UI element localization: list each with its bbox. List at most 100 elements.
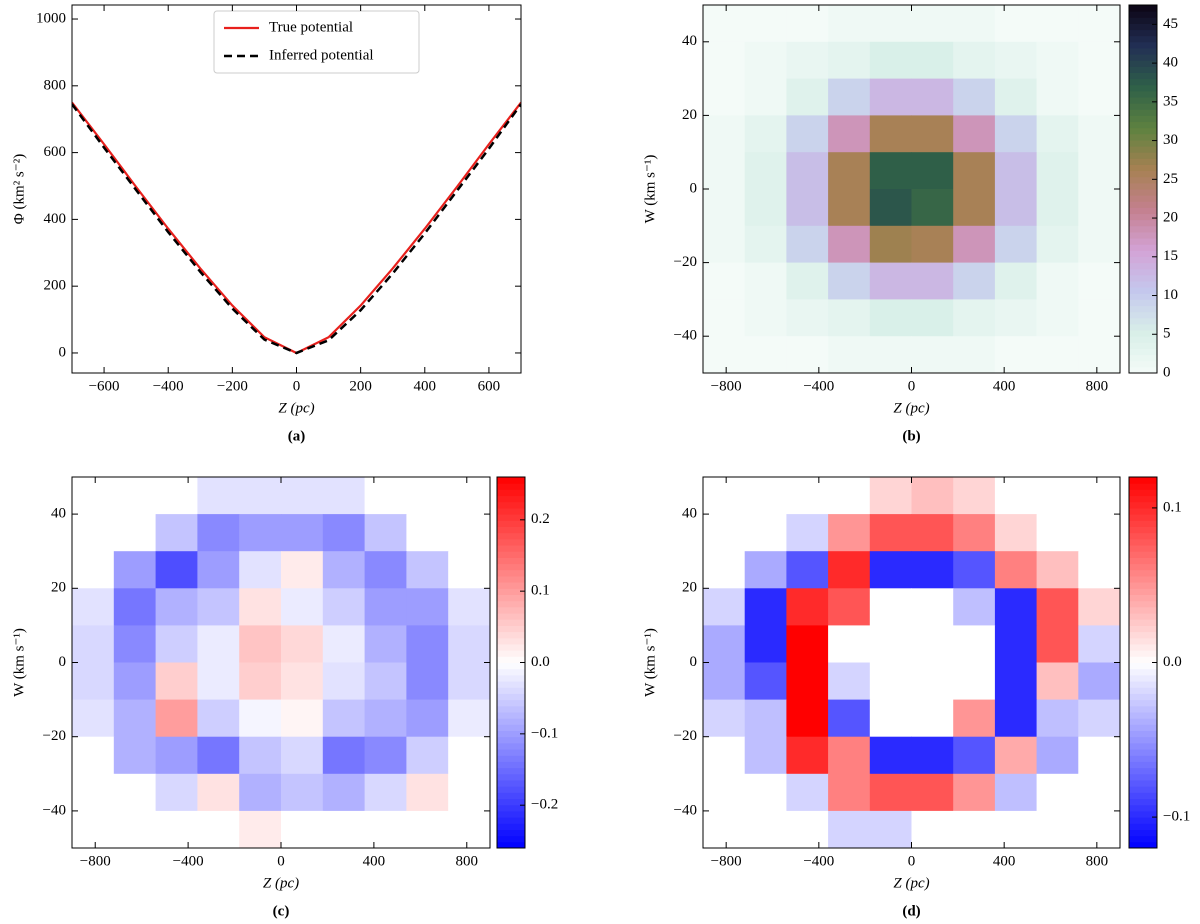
colorbar-step xyxy=(497,557,525,565)
heat-cell xyxy=(911,588,954,626)
heat-cell xyxy=(744,5,787,43)
panel: True potential Inferred potential −600 −400… xyxy=(11,4,522,444)
colorbar-step xyxy=(1129,575,1157,583)
heat-cell xyxy=(155,551,198,589)
colorbar-step xyxy=(1129,299,1157,307)
heat-cell xyxy=(155,514,198,552)
heat-cell xyxy=(1078,262,1120,300)
heat-cell xyxy=(994,810,1038,848)
colorbar-step xyxy=(1129,139,1157,147)
heat-cell xyxy=(703,551,746,589)
heat-cell xyxy=(911,736,954,775)
heat-cell xyxy=(1036,225,1079,264)
heat-cell xyxy=(239,551,282,589)
heat-cell xyxy=(1036,78,1079,116)
colorbar-step xyxy=(1129,336,1157,343)
heat-cell xyxy=(364,662,407,701)
heat-cell xyxy=(744,152,787,190)
colorbar-step xyxy=(497,810,525,818)
heat-cell xyxy=(1036,551,1079,589)
x-tick-label: 400 xyxy=(993,853,1016,869)
colorbar-step xyxy=(1129,287,1157,294)
colorbar-step xyxy=(1129,779,1157,787)
heat-cell xyxy=(1036,152,1079,190)
colorbar-step xyxy=(1129,60,1157,67)
x-tick-label: −600 xyxy=(89,378,120,394)
heat-cell xyxy=(1036,699,1079,738)
heat-cell xyxy=(72,588,115,626)
heat-cell xyxy=(281,588,324,626)
colorbar-step xyxy=(1129,724,1157,732)
y-tick-label: −20 xyxy=(674,254,697,270)
panel-label: (d) xyxy=(902,903,920,919)
colorbar-step xyxy=(497,786,525,793)
colorbar-step xyxy=(1129,742,1157,750)
x-tick-label: 400 xyxy=(414,378,437,394)
heat-cell xyxy=(994,262,1038,300)
colorbar-step xyxy=(497,761,525,769)
heat-cell xyxy=(406,662,449,701)
heat-cell xyxy=(406,810,449,848)
colorbar-step xyxy=(497,823,525,830)
x-tick-label: −800 xyxy=(80,853,111,869)
heat-cell xyxy=(1078,514,1120,552)
colorbar-step xyxy=(1129,305,1157,313)
colorbar-step xyxy=(1129,11,1157,18)
heat-cell xyxy=(239,810,282,848)
colorbar-step xyxy=(1129,526,1157,534)
colorbar-step xyxy=(497,643,525,651)
heat-cell xyxy=(1036,773,1079,812)
heat-cell xyxy=(155,736,198,775)
heat-cell xyxy=(828,588,871,626)
heat-cell xyxy=(703,699,746,738)
y-tick-label: 40 xyxy=(682,33,697,49)
heat-cell xyxy=(1036,5,1079,43)
colorbar-step xyxy=(1129,501,1157,509)
legend-label: True potential xyxy=(269,19,353,35)
heat-cell xyxy=(703,5,746,43)
colorbar-step xyxy=(497,477,525,484)
heat-cell xyxy=(197,773,240,812)
y-axis-label: W (km s⁻¹) xyxy=(11,628,27,697)
heat-cell xyxy=(448,699,490,738)
x-tick-label: −800 xyxy=(711,378,742,394)
heat-cell xyxy=(322,773,366,812)
x-axis-label: Z (pc) xyxy=(278,400,314,416)
x-tick-label: 0 xyxy=(908,378,916,394)
heat-cell xyxy=(113,810,157,848)
colorbar-step xyxy=(497,755,525,762)
heat-cell xyxy=(239,514,282,552)
colorbar-step xyxy=(497,668,525,676)
colorbar-tick-label: 35 xyxy=(1163,93,1178,109)
colorbar-step xyxy=(1129,5,1157,12)
colorbar-step xyxy=(1129,115,1157,123)
heat-cell xyxy=(953,262,996,300)
heat-cell xyxy=(197,588,240,626)
colorbar-step xyxy=(1129,127,1157,135)
colorbar-step xyxy=(1129,207,1157,215)
heat-cell xyxy=(239,736,282,775)
colorbar-step xyxy=(1129,786,1157,793)
colorbar-step xyxy=(1129,736,1157,744)
heat-cell xyxy=(197,662,240,701)
heat-cell xyxy=(786,189,829,227)
heat-cell xyxy=(994,115,1038,153)
heat-cell xyxy=(1078,336,1120,373)
heat-cell xyxy=(994,551,1038,589)
y-tick-label: 0 xyxy=(690,654,698,670)
heat-cell xyxy=(448,514,490,552)
heat-cell xyxy=(869,625,912,663)
heat-cell xyxy=(786,625,829,663)
panel-label: (b) xyxy=(902,428,920,444)
colorbar-step xyxy=(497,779,525,787)
heat-cell xyxy=(911,78,954,116)
heat-cell xyxy=(322,625,366,663)
x-axis-label: Z (pc) xyxy=(263,875,299,891)
colorbar-step xyxy=(1129,582,1157,589)
heat-cell xyxy=(1078,152,1120,190)
colorbar-step xyxy=(497,619,525,626)
heat-cell xyxy=(364,625,407,663)
colorbar-step xyxy=(497,767,525,775)
colorbar-step xyxy=(497,594,525,602)
